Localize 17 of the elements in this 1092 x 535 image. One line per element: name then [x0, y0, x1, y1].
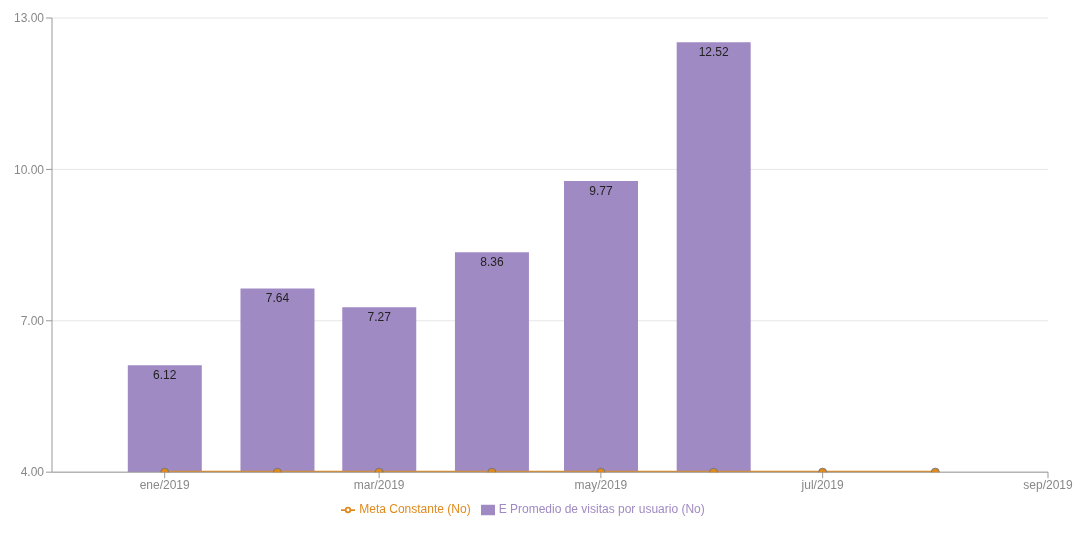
x-tick-label: mar/2019 [353, 477, 405, 492]
data-label: 6.12 [153, 367, 177, 382]
y-tick-label: 4.00 [20, 465, 45, 480]
data-label: 9.77 [589, 183, 613, 198]
data-label: 8.36 [480, 254, 504, 269]
data-label: 7.64 [265, 291, 290, 305]
data-label: 7.27 [367, 309, 392, 324]
x-tick-label: sep/2019 [1023, 477, 1074, 492]
legend-label: E Promedio de visitas por usuario (No) [498, 502, 705, 517]
x-tick-label: jul/2019 [800, 477, 844, 492]
legend-label: Meta Constante (No) [359, 502, 471, 517]
x-tick-label: may/2019 [574, 477, 628, 492]
y-tick-label: 10.00 [13, 162, 45, 177]
x-tick-label: ene/2019 [139, 477, 191, 492]
data-label: 12.52 [698, 44, 730, 59]
y-tick-label: 7.00 [20, 314, 45, 329]
y-tick-label: 13.00 [13, 11, 45, 26]
